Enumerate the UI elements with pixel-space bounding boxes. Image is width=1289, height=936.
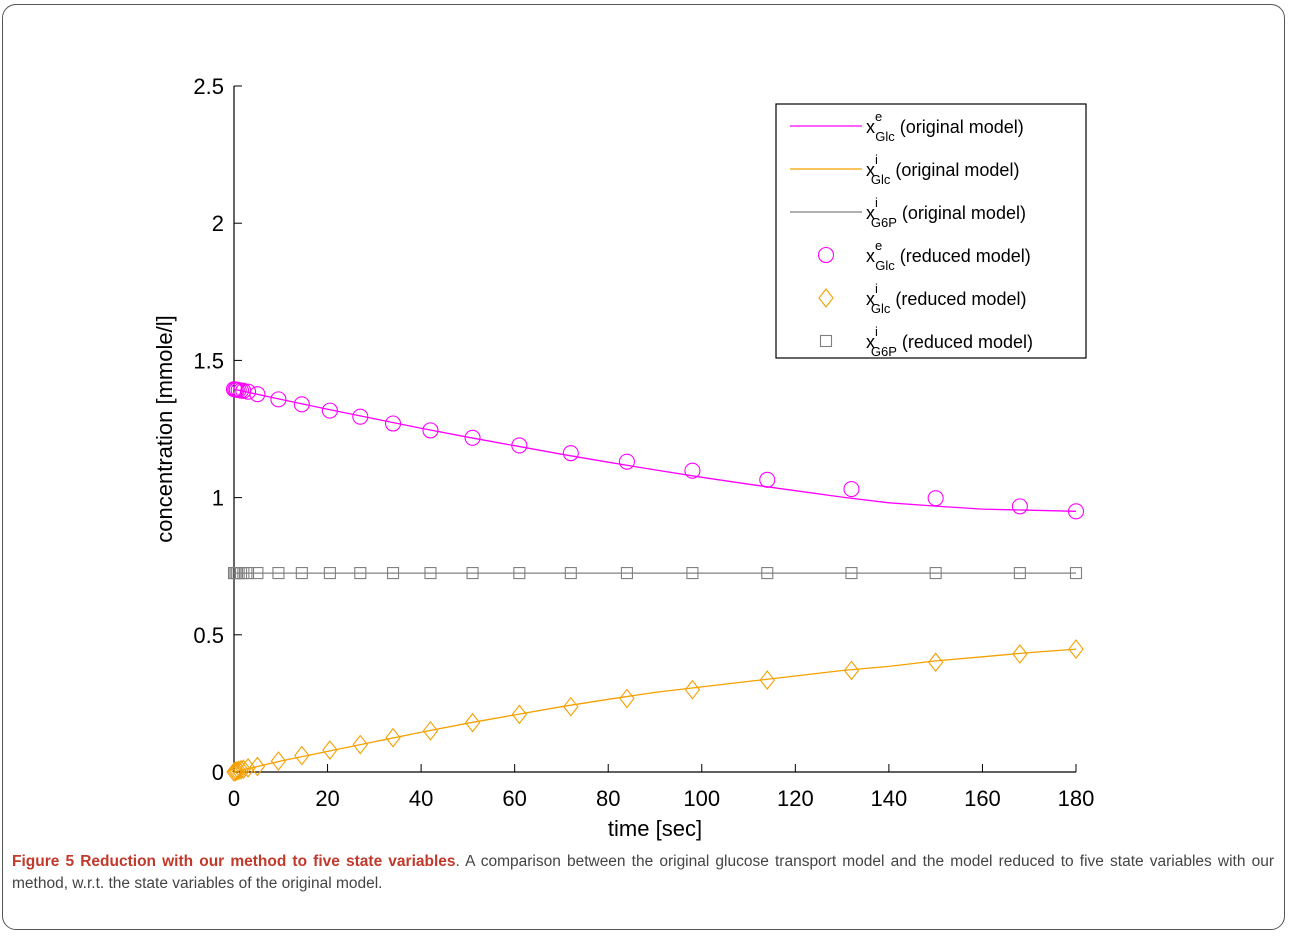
data-point-square <box>272 567 285 580</box>
data-point-diamond <box>563 696 579 717</box>
data-point-circle <box>562 445 579 462</box>
y-tick-label: 2.5 <box>193 74 224 99</box>
data-point-square <box>929 567 942 580</box>
data-point-circle <box>684 462 701 479</box>
data-point-diamond <box>422 720 439 741</box>
legend: xe Glc (original model) xi Glc (original mode… <box>775 103 1087 359</box>
x-tick-label: 80 <box>596 786 620 811</box>
data-point-square <box>354 567 367 580</box>
data-point-circle <box>927 490 944 507</box>
legend-swatch-circle <box>817 246 835 264</box>
figure-caption: Figure 5 Reduction with our method to fi… <box>12 851 1274 895</box>
data-point-circle <box>511 437 528 454</box>
data-point-diamond <box>230 760 247 781</box>
caption-text: . A comparison between the original gluc… <box>12 853 1274 892</box>
legend-entry: xe Glc (reduced model) <box>866 238 1031 273</box>
data-point-circle <box>422 422 439 439</box>
x-axis-label: time [sec] <box>608 816 702 841</box>
data-point-square <box>1069 567 1083 580</box>
y-axis-label: concentration [mmole/l] <box>152 315 177 542</box>
series-layer <box>225 381 1085 782</box>
legend-entry: xi Glc (reduced model) <box>866 281 1026 316</box>
legend-box <box>775 103 1087 359</box>
caption-label: Figure 5 <box>12 853 75 870</box>
data-point-circle <box>270 391 287 408</box>
data-point-circle <box>249 386 266 403</box>
x-tick-label: 180 <box>1058 786 1095 811</box>
data-point-diamond <box>270 751 287 771</box>
data-point-square <box>1013 567 1026 580</box>
legend-entry: xi G6P (reduced model) <box>866 324 1033 359</box>
y-tick-label: 1.5 <box>193 348 224 373</box>
data-point-diamond <box>249 756 266 777</box>
data-point-diamond <box>843 660 860 681</box>
data-point-circle <box>384 415 402 432</box>
data-point-circle <box>321 402 338 419</box>
data-point-diamond <box>759 670 775 690</box>
data-point-square <box>513 567 526 580</box>
data-point-circle <box>1011 498 1028 515</box>
x-tick-label: 0 <box>228 786 240 811</box>
x-tick-label: 60 <box>502 786 526 811</box>
data-point-square <box>686 567 699 580</box>
legend-swatch-square <box>819 334 833 348</box>
data-point-diamond <box>1012 644 1028 664</box>
data-point-circle <box>1067 503 1085 520</box>
legend-swatch-diamond <box>818 288 834 308</box>
data-point-square <box>564 567 577 580</box>
y-tick-label: 2 <box>212 211 224 236</box>
data-point-square <box>295 567 308 580</box>
legend-entry: xi G6P (original model) <box>866 195 1026 230</box>
data-point-circle <box>759 471 776 488</box>
data-point-diamond <box>227 761 244 782</box>
chart: 0 20 40 60 80 100 120 140 160 180 0 0.5 1 1.5 2 2.5 time… <box>152 74 1094 841</box>
data-point-circle <box>239 383 257 400</box>
y-tick-label: 1 <box>212 486 224 511</box>
series-line-2 <box>233 648 1077 773</box>
data-point-diamond <box>464 712 481 733</box>
data-point-square <box>323 567 336 580</box>
series-line-1 <box>233 388 1077 512</box>
data-point-square <box>424 567 437 580</box>
legend-entry: xi Glc (original model) <box>866 152 1019 187</box>
data-point-diamond <box>927 652 944 673</box>
figure-frame <box>2 4 1285 930</box>
data-point-circle <box>464 429 481 446</box>
data-point-diamond <box>1068 639 1084 659</box>
legend-entry: xe Glc (original model) <box>866 109 1024 144</box>
caption-title: Reduction with our method to five state … <box>80 853 456 870</box>
data-point-square <box>251 567 264 580</box>
data-point-circle <box>618 453 635 470</box>
data-point-diamond <box>684 679 701 700</box>
data-point-diamond <box>619 688 635 709</box>
x-tick-label: 160 <box>964 786 1001 811</box>
data-point-diamond <box>385 727 401 748</box>
data-point-circle <box>352 408 369 425</box>
data-point-circle <box>843 481 860 498</box>
data-point-diamond <box>235 759 252 780</box>
x-tick-label: 40 <box>409 786 433 811</box>
data-point-square <box>845 567 858 580</box>
x-tick-label: 120 <box>777 786 814 811</box>
data-point-diamond <box>294 745 310 766</box>
data-point-diamond <box>511 704 528 725</box>
x-tick-label: 140 <box>871 786 908 811</box>
x-tick-label: 100 <box>683 786 720 811</box>
data-point-diamond <box>226 762 242 782</box>
x-tick-label: 20 <box>315 786 339 811</box>
data-point-diamond <box>322 740 338 760</box>
data-point-square <box>761 567 774 580</box>
data-point-square <box>386 567 400 580</box>
data-point-square <box>466 567 479 580</box>
y-tick-label: 0 <box>212 760 224 785</box>
data-point-circle <box>293 396 310 413</box>
data-point-diamond <box>352 734 368 755</box>
axes: 0 20 40 60 80 100 120 140 160 180 0 0.5 1 1.5 2 2.5 time… <box>152 74 1094 841</box>
y-tick-label: 0.5 <box>193 623 224 648</box>
data-point-square <box>620 567 633 580</box>
data-point-diamond <box>233 759 249 780</box>
data-point-square <box>241 567 255 580</box>
data-point-diamond <box>240 757 256 778</box>
